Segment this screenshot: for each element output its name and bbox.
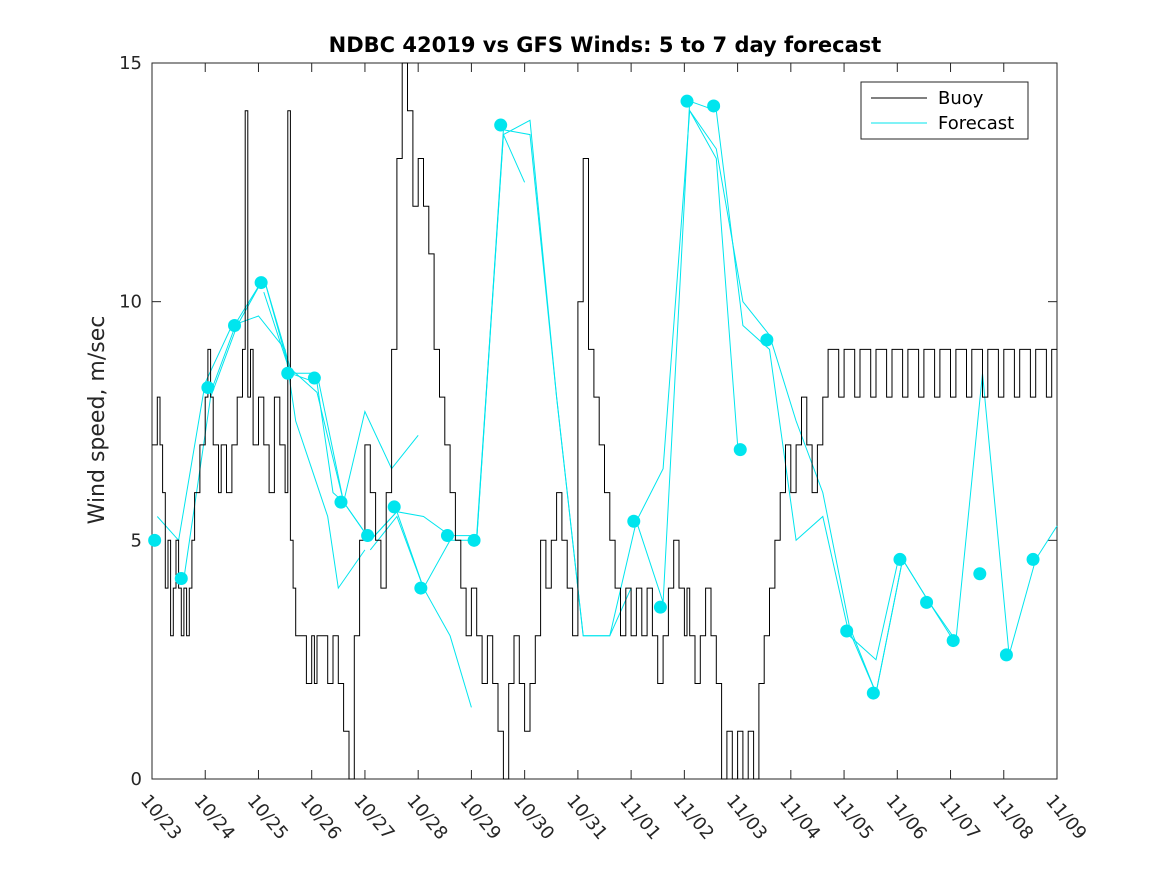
forecast-marker xyxy=(281,366,295,380)
forecast-line-7 xyxy=(635,100,898,661)
forecast-marker xyxy=(467,533,481,547)
forecast-marker xyxy=(174,572,188,586)
forecast-marker xyxy=(387,500,401,514)
forecast-marker xyxy=(334,495,348,509)
forecast-marker xyxy=(999,648,1013,662)
forecast-marker xyxy=(494,118,508,132)
forecast-marker xyxy=(840,624,854,638)
forecast-marker xyxy=(228,319,242,333)
forecast-marker xyxy=(707,99,721,113)
forecast-marker xyxy=(733,443,747,457)
forecast-marker xyxy=(973,567,987,581)
axes-box xyxy=(151,62,1058,780)
forecast-marker xyxy=(653,600,667,614)
forecast-marker xyxy=(148,533,162,547)
forecast-marker xyxy=(201,381,215,395)
forecast-marker xyxy=(946,634,960,648)
forecast-marker xyxy=(627,514,641,528)
forecast-line-6 xyxy=(476,108,739,637)
forecast-marker xyxy=(866,686,880,700)
legend-buoy-label: Buoy xyxy=(938,88,984,109)
chart-title: NDBC 42019 vs GFS Winds: 5 to 7 day fore… xyxy=(329,33,882,57)
forecast-marker xyxy=(414,581,428,595)
forecast-marker xyxy=(307,371,321,385)
y-axis-label: Wind speed, m/sec xyxy=(85,316,110,525)
forecast-marker xyxy=(440,529,454,543)
forecast-marker xyxy=(760,333,774,347)
forecast-marker xyxy=(1026,552,1040,566)
legend-box xyxy=(860,81,1029,140)
forecast-marker xyxy=(680,94,694,108)
legend: Buoy Forecast xyxy=(860,81,1029,140)
forecast-marker xyxy=(893,552,907,566)
buoy-line xyxy=(152,62,1057,780)
legend-forecast-label: Forecast xyxy=(938,113,1014,134)
y-tick-label: 5 xyxy=(131,530,142,551)
y-tick-label: 15 xyxy=(119,53,142,74)
forecast-marker xyxy=(920,595,934,609)
forecast-marker xyxy=(254,276,268,290)
y-tick-label: 10 xyxy=(119,292,142,313)
y-tick-label: 0 xyxy=(131,769,142,790)
forecast-marker xyxy=(361,529,375,543)
